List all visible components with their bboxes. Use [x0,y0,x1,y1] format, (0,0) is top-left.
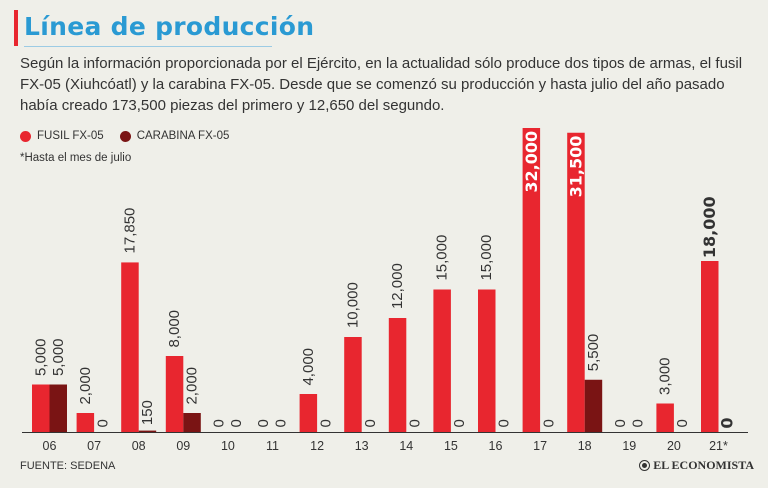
value-label-carabina-12: 0 [317,419,334,427]
bar-fusil-08 [121,262,139,432]
x-tick-label-14: 14 [399,439,413,453]
legend-swatch-fusil [20,130,31,142]
value-label-fusil-08: 17,850 [121,208,138,254]
x-tick-label-19: 19 [622,439,636,453]
source-note: FUENTE: SEDENA [20,460,116,472]
brand-icon [639,460,651,471]
value-label-fusil-20: 3,000 [657,357,674,395]
value-label-fusil-11: 0 [255,419,272,427]
value-label-carabina-11: 0 [273,419,290,427]
value-label-fusil-10: 0 [211,419,228,427]
legend-label-fusil: FUSIL FX-05 [37,130,104,142]
value-label-fusil-21*: 18,000 [700,196,719,258]
title-accent-bar [14,10,18,46]
value-label-carabina-19: 0 [630,419,647,427]
bar-carabina-06 [49,384,67,432]
bar-fusil-18 [567,132,585,432]
bar-carabina-18 [584,379,603,432]
bar-fusil-14 [388,318,407,432]
bar-carabina-08 [138,430,157,433]
value-label-carabina-13: 0 [362,419,379,427]
bar-fusil-16 [478,289,496,432]
value-label-carabina-08: 150 [139,400,156,425]
x-tick-label-08: 08 [132,439,146,453]
legend: FUSIL FX-05 CARABINA FX-05 [20,130,245,142]
value-label-fusil-13: 10,000 [344,282,361,328]
value-label-carabina-06: 5,000 [50,338,67,376]
value-label-carabina-18: 5,500 [585,334,602,372]
value-label-carabina-17: 0 [540,419,557,427]
x-tick-label-10: 10 [221,439,235,453]
x-tick-label-16: 16 [489,439,503,453]
legend-label-carabina: CARABINA FX-05 [136,130,230,142]
value-label-fusil-19: 0 [612,419,629,427]
subtitle: Según la información proporcionada por e… [20,55,743,114]
value-label-carabina-21*: 0 [718,417,737,428]
value-label-carabina-16: 0 [496,419,513,427]
bar-fusil-12 [299,394,318,432]
x-tick-label-12: 12 [310,439,324,453]
bar-carabina-09 [183,413,201,432]
bar-fusil-20 [656,403,674,432]
title-underline [24,46,272,47]
value-label-fusil-12: 4,000 [300,348,317,386]
x-tick-label-18: 18 [578,439,592,453]
bar-fusil-13 [344,337,362,432]
x-tick-label-20: 20 [667,439,681,453]
legend-item-fusil: FUSIL FX-05 [20,130,104,142]
value-label-fusil-17: 32,000 [522,131,541,193]
value-label-fusil-16: 15,000 [478,235,495,281]
brand-logo: EL ECONOMISTA [639,458,754,473]
bar-fusil-06 [32,384,50,432]
value-label-fusil-18: 31,500 [566,136,585,198]
x-tick-label-15: 15 [444,439,458,453]
value-label-carabina-07: 0 [94,419,111,427]
bar-fusil-09 [165,356,184,432]
legend-swatch-carabina [119,130,131,142]
value-label-fusil-09: 8,000 [166,310,183,348]
bar-fusil-15 [433,289,451,432]
value-label-carabina-10: 0 [228,419,245,427]
x-tick-label-21*: 21* [709,439,728,453]
value-label-carabina-15: 0 [451,419,468,427]
brand-name: EL ECONOMISTA [653,458,754,472]
x-tick-label-07: 07 [87,439,101,453]
value-label-fusil-06: 5,000 [32,338,49,376]
value-label-fusil-14: 12,000 [389,263,406,309]
bar-fusil-21* [701,261,719,432]
x-tick-label-11: 11 [266,439,279,453]
value-label-carabina-14: 0 [407,419,424,427]
page-title: Línea de producción [24,12,315,41]
legend-item-carabina: CARABINA FX-05 [119,130,230,142]
value-label-fusil-07: 2,000 [77,367,94,405]
bar-fusil-07 [76,413,95,432]
value-label-fusil-15: 15,000 [434,235,451,281]
x-tick-label-17: 17 [533,439,547,453]
bar-fusil-17 [522,128,541,432]
x-tick-label-09: 09 [176,439,190,453]
x-tick-label-13: 13 [355,439,369,453]
value-label-carabina-20: 0 [674,419,691,427]
footnote: *Hasta el mes de julio [20,152,132,164]
value-label-carabina-09: 2,000 [184,367,201,405]
x-tick-label-06: 06 [43,439,57,453]
